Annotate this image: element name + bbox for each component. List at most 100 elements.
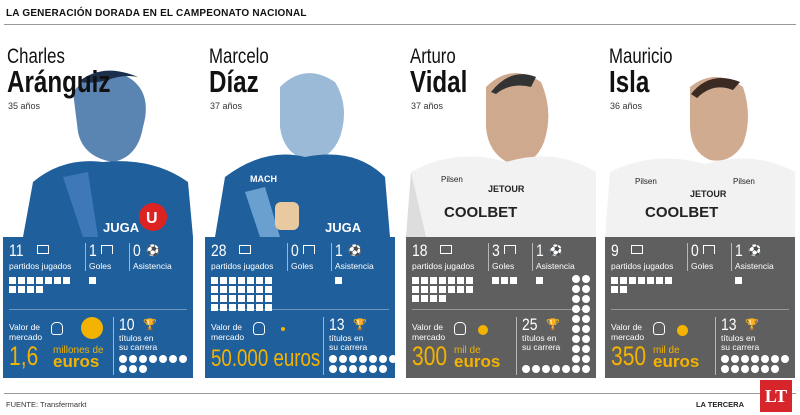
first-name: Arturo	[410, 45, 456, 68]
title-dot	[129, 355, 137, 363]
trophy-icon: 🏆	[745, 319, 759, 331]
played-count: 11	[9, 241, 24, 260]
coin-icon	[677, 325, 688, 336]
player-panel-aranguiz: U JUGA Charles Aránguiz 35 años 11 parti…	[3, 32, 193, 378]
goals-count: 0	[291, 241, 299, 260]
count-square	[18, 277, 25, 284]
stats-block: 28 partidos jugados 0 Goles 1 ⚽ Asistenc…	[205, 237, 397, 378]
played-label: partidos jugados	[611, 261, 674, 271]
count-square	[430, 277, 437, 284]
market-value: 50.000 euros	[211, 345, 321, 372]
goal-icon	[303, 245, 315, 254]
title-dot	[379, 355, 387, 363]
money-bag-icon	[51, 322, 63, 335]
title-dot	[572, 315, 580, 323]
svg-text:MACH: MACH	[250, 174, 277, 184]
title-dot	[572, 335, 580, 343]
title-dot	[369, 355, 377, 363]
stadium-icon	[631, 245, 643, 254]
divider	[412, 309, 590, 310]
player-panel-diaz: JUGA MACH Marcelo Díaz 37 años 28 partid…	[205, 32, 397, 378]
titles-label: títulos en su carrera	[522, 333, 561, 352]
count-square	[611, 277, 618, 284]
coin-icon	[281, 327, 285, 331]
count-square	[466, 277, 473, 284]
svg-text:JETOUR: JETOUR	[488, 184, 525, 194]
count-square	[439, 295, 446, 302]
trophy-icon: 🏆	[143, 319, 157, 331]
title-dot	[359, 365, 367, 373]
title-dot	[751, 355, 759, 363]
title-dot	[761, 365, 769, 373]
count-square	[421, 277, 428, 284]
title-dot	[179, 355, 187, 363]
coin-icon	[81, 317, 103, 339]
played-count: 28	[211, 241, 227, 260]
count-square	[265, 304, 272, 311]
played-label: partidos jugados	[412, 261, 475, 271]
count-square	[229, 286, 236, 293]
divider	[611, 309, 789, 310]
title-dot	[741, 355, 749, 363]
svg-text:Pilsen: Pilsen	[441, 175, 463, 184]
title-dot	[582, 315, 590, 323]
count-square	[238, 277, 245, 284]
goal-icon	[504, 245, 516, 254]
title-dot	[582, 285, 590, 293]
count-square	[229, 295, 236, 302]
divider	[129, 243, 130, 271]
money-bag-icon	[653, 322, 665, 335]
player-photo: COOLBET JETOUR Pilsen	[406, 73, 596, 237]
count-square	[238, 304, 245, 311]
count-square	[421, 286, 428, 293]
count-square	[466, 286, 473, 293]
assists-count: 1	[536, 241, 544, 260]
divider	[323, 317, 324, 375]
title-dot	[522, 365, 530, 373]
count-square	[430, 295, 437, 302]
titles-count: 25	[522, 315, 538, 334]
title-dot	[379, 365, 387, 373]
count-square	[457, 286, 464, 293]
market-value: 1,6	[9, 341, 39, 371]
count-square	[620, 277, 627, 284]
title-dot	[731, 365, 739, 373]
count-square	[220, 277, 227, 284]
count-square	[457, 277, 464, 284]
divider	[731, 243, 732, 271]
count-square	[247, 304, 254, 311]
title-dot	[129, 365, 137, 373]
count-square	[439, 286, 446, 293]
divider	[211, 309, 389, 310]
title-dot	[329, 355, 337, 363]
count-square	[211, 295, 218, 302]
svg-text:JUGA: JUGA	[325, 220, 362, 235]
count-square	[238, 286, 245, 293]
title-dot	[369, 365, 377, 373]
svg-text:U: U	[146, 210, 158, 227]
stadium-icon	[37, 245, 49, 254]
count-square	[638, 277, 645, 284]
infographic-title: LA GENERACIÓN DORADA EN EL CAMPEONATO NA…	[6, 8, 307, 19]
count-square	[629, 277, 636, 284]
title-dot	[572, 325, 580, 333]
title-divider	[4, 24, 796, 25]
title-dot	[169, 355, 177, 363]
title-dot	[771, 365, 779, 373]
title-dot	[572, 345, 580, 353]
brand-logo: LT	[760, 380, 792, 412]
assists-label: Asistencia	[335, 261, 374, 271]
age: 36 años	[610, 101, 643, 111]
age: 37 años	[411, 101, 444, 111]
goals-label: Goles	[492, 261, 515, 271]
title-dot	[751, 365, 759, 373]
count-square	[256, 286, 263, 293]
divider	[331, 243, 332, 271]
title-dot	[159, 355, 167, 363]
count-square	[265, 277, 272, 284]
count-square	[211, 304, 218, 311]
count-square	[335, 277, 342, 284]
count-square	[647, 277, 654, 284]
divider	[9, 309, 187, 310]
title-dot	[542, 365, 550, 373]
